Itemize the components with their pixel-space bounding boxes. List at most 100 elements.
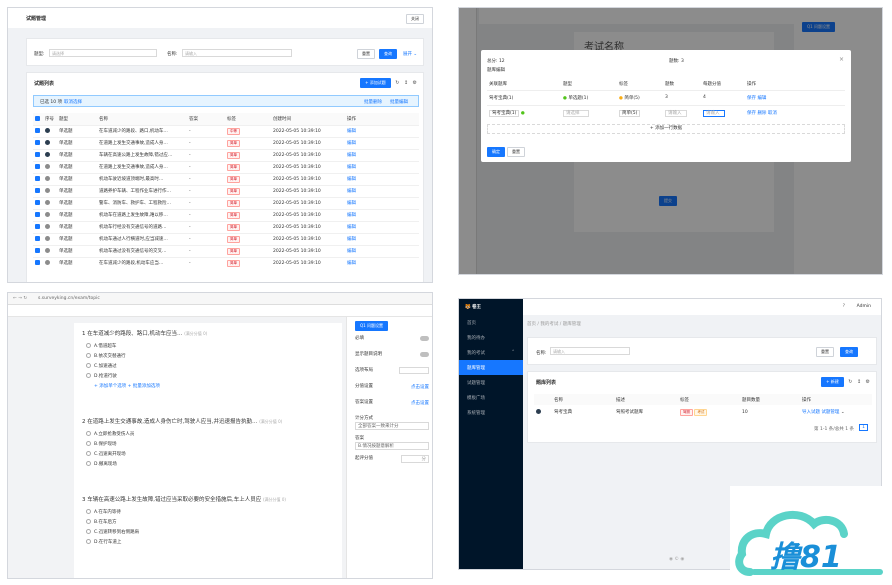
refresh-icon[interactable]: ↻ (395, 80, 400, 86)
bank-cell[interactable]: 驾考宝典(1) ● (487, 105, 561, 120)
save-link[interactable]: 保存 (747, 110, 756, 116)
row-checkbox[interactable] (35, 140, 40, 145)
setting-toggle[interactable] (420, 352, 429, 357)
select-all-checkbox[interactable] (35, 115, 40, 121)
reset-button[interactable]: 重置 (357, 49, 375, 59)
row-checkbox[interactable] (35, 260, 40, 266)
option-item[interactable]: A.在车内等待 (86, 509, 332, 515)
search-button[interactable]: 查询 (379, 49, 397, 59)
row-checkbox[interactable] (35, 200, 40, 205)
reset-button[interactable]: 重置 (816, 347, 834, 357)
sidebar-item[interactable]: 我的考试 ⌃ (467, 350, 515, 356)
row-checkbox[interactable] (35, 212, 40, 217)
add-option-link[interactable]: + 添加单个选项 (94, 384, 127, 389)
import-link[interactable]: 导入试题 (802, 410, 820, 415)
tag-cell[interactable]: 简单(5) (617, 105, 663, 120)
close-icon[interactable]: × (838, 56, 844, 63)
settings-icon[interactable]: ⚙ (412, 80, 417, 86)
option-item[interactable]: D.抢道行驶 (86, 373, 332, 379)
user-name[interactable]: Admin (856, 304, 871, 309)
question-block[interactable]: 2 在道路上发生交通事故,造成人身伤亡时,驾驶人应当,并迅速报告执勤… (满分分… (82, 417, 332, 471)
ok-button[interactable]: 确定 (487, 147, 505, 157)
reset-button[interactable]: 重置 (507, 147, 525, 157)
save-link[interactable]: 保存 (747, 95, 756, 101)
sidebar-item[interactable]: 首页 (467, 321, 476, 326)
cancel-link[interactable]: 取消 (767, 110, 777, 116)
add-row-button[interactable]: + 添加一行数据 (487, 124, 845, 134)
sidebar-item[interactable]: 我的待办 (467, 336, 485, 341)
density-icon[interactable]: ↕ (403, 80, 409, 86)
setting-value[interactable]: B.情况按题意解析 (355, 442, 429, 450)
edit-link[interactable]: 编辑 (347, 189, 356, 194)
type-cell[interactable]: 请选择 (561, 105, 617, 120)
add-question-button[interactable]: + 添加试题 (360, 78, 391, 88)
edit-link[interactable]: 编辑 (347, 177, 356, 182)
count-cell[interactable]: 请输入 (663, 105, 701, 120)
option-item[interactable]: C.迅速离开现场 (86, 451, 332, 457)
question-block[interactable]: 3 车辆在高速公路上发生故障,错过应当采取必要的安全措施后,车上人员应 (满分分… (82, 495, 332, 549)
score-cell[interactable]: 请输入 (701, 105, 745, 120)
delete-link[interactable]: 删除 (757, 110, 767, 116)
refresh-icon[interactable]: ↻ (848, 379, 853, 385)
edit-link[interactable]: 编辑 (347, 225, 356, 230)
row-checkbox[interactable] (35, 128, 40, 133)
option-item[interactable]: A.立即抢救受伤人员 (86, 431, 332, 437)
row-checkbox[interactable] (35, 236, 40, 241)
github-icon[interactable]: ◉ (669, 557, 673, 562)
edit-link[interactable]: 编辑 (347, 141, 356, 146)
setting-link[interactable]: 点击设置 (411, 385, 429, 390)
setting-value[interactable]: 全部答案一致来计分 (355, 422, 429, 430)
option-item[interactable]: B.依次交替通行 (86, 353, 332, 359)
bulk-edit-link[interactable]: 批量编辑 (390, 100, 408, 105)
submit-button[interactable]: 提交 (659, 196, 677, 206)
setting-toggle[interactable] (420, 336, 429, 341)
option-item[interactable]: D.撤离现场 (86, 461, 332, 467)
help-icon[interactable]: ? (842, 304, 845, 309)
option-item[interactable]: C.迅速转移到右侧路肩 (86, 529, 332, 535)
new-bank-button[interactable]: + 新建 (821, 377, 844, 387)
option-item[interactable]: A.借道超车 (86, 343, 332, 349)
name-input[interactable]: 请输入 (550, 347, 630, 355)
edit-link[interactable]: 编辑 (347, 201, 356, 206)
expand-link[interactable]: 展开 ⌄ (403, 52, 418, 57)
edit-link[interactable]: 编辑 (347, 213, 356, 218)
sidebar-item[interactable]: 题库管理 (459, 360, 523, 375)
edit-link[interactable]: 编辑 (347, 237, 356, 242)
row-checkbox[interactable] (35, 164, 40, 169)
query-button[interactable]: 查询 (840, 347, 858, 357)
close-button[interactable]: 关闭 (406, 14, 424, 24)
option-item[interactable]: C.加速通过 (86, 363, 332, 369)
sidebar-item[interactable]: 试题管理 (467, 381, 485, 386)
row-checkbox[interactable] (35, 176, 40, 181)
settings-icon[interactable]: ⚙ (865, 379, 870, 385)
row-checkbox[interactable] (35, 188, 40, 193)
name-input[interactable]: 请输入 (182, 49, 292, 57)
setting-input[interactable]: 分 (400, 455, 429, 463)
row-checkbox[interactable] (35, 152, 40, 157)
edit-link[interactable]: 编辑 (347, 153, 356, 158)
sidebar-item[interactable]: 模板广场 (467, 396, 485, 401)
page-button[interactable]: 1 (859, 424, 868, 431)
url-bar[interactable]: s.surveyking.cn/exam/topic (38, 296, 100, 301)
sidebar-item[interactable]: 系统管理 (467, 411, 485, 416)
link-icon[interactable]: ◉ (680, 557, 685, 562)
setting-link[interactable]: 点击设置 (411, 401, 429, 406)
type-select[interactable]: 请选择 (49, 49, 157, 57)
edit-link[interactable]: 编辑 (347, 129, 356, 134)
option-item[interactable]: B.在车后方 (86, 519, 332, 525)
clear-selection-link[interactable]: 取消选择 (64, 100, 82, 105)
edit-link[interactable]: 编辑 (347, 165, 356, 170)
setting-select[interactable] (399, 367, 429, 374)
edit-link[interactable]: 编辑 (347, 249, 356, 254)
option-item[interactable]: D.在行车道上 (86, 539, 332, 545)
manage-link[interactable]: 试题管理 (821, 410, 840, 415)
bulk-delete-link[interactable]: 批量删除 (364, 100, 382, 105)
edit-link[interactable]: 编辑 (347, 261, 356, 267)
row-checkbox[interactable] (35, 248, 40, 253)
edit-link[interactable]: 编辑 (757, 95, 767, 101)
density-icon[interactable]: ↕ (856, 379, 862, 385)
nav-arrows-icon[interactable]: ← → ↻ (13, 296, 28, 301)
option-item[interactable]: B.保护现场 (86, 441, 332, 447)
bulk-add-option-link[interactable]: + 批量添加选项 (127, 384, 160, 389)
row-checkbox[interactable] (35, 224, 40, 229)
